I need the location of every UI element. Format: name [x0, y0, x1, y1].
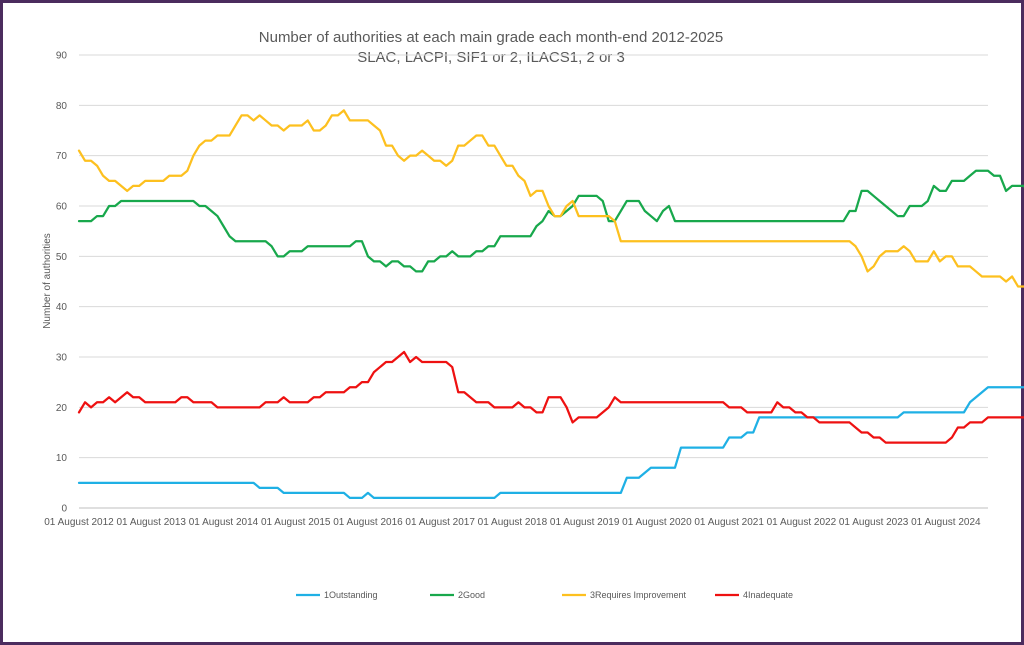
x-tick-label: 01 August 2023 [839, 517, 909, 528]
y-tick-label: 30 [56, 353, 68, 364]
x-tick-label: 01 August 2015 [261, 517, 331, 528]
chart-subtitle: SLAC, LACPI, SIF1 or 2, ILACS1, 2 or 3 [357, 49, 625, 66]
y-tick-label: 60 [56, 202, 68, 213]
y-tick-label: 20 [56, 403, 68, 414]
x-tick-label: 01 August 2013 [116, 517, 186, 528]
y-tick-label: 0 [61, 504, 67, 515]
x-tick-label: 01 August 2018 [478, 517, 548, 528]
y-tick-label: 10 [56, 453, 68, 464]
x-tick-label: 01 August 2024 [911, 517, 981, 528]
x-tick-label: 01 August 2021 [694, 517, 764, 528]
x-tick-label: 01 August 2016 [333, 517, 403, 528]
y-tick-label: 50 [56, 252, 68, 263]
legend-label-4: 4Inadequate [743, 590, 793, 600]
legend-label-2: 2Good [458, 590, 485, 600]
y-axis-ticks: 0 10 20 30 40 50 60 70 80 90 [56, 51, 68, 515]
series-lines [77, 109, 1024, 500]
x-tick-label: 01 August 2014 [189, 517, 259, 528]
y-tick-label: 40 [56, 302, 68, 313]
legend-label-1: 1Outstanding [324, 590, 378, 600]
x-tick-label: 01 August 2020 [622, 517, 692, 528]
gridlines [79, 54, 988, 509]
x-tick-label: 01 August 2019 [550, 517, 620, 528]
y-tick-label: 80 [56, 101, 68, 112]
y-tick-label: 90 [56, 51, 68, 62]
x-axis-ticks: 01 August 2012 01 August 2013 01 August 20… [44, 517, 981, 528]
y-tick-label: 70 [56, 151, 68, 162]
series-line-2 [77, 169, 1024, 273]
y-axis-label: Number of authorities [42, 233, 53, 329]
x-tick-label: 01 August 2017 [405, 517, 475, 528]
legend-label-3: 3Requires Improvement [590, 590, 687, 600]
chart-title: Number of authorities at each main grade… [259, 29, 723, 46]
x-tick-label: 01 August 2012 [44, 517, 114, 528]
series-line-3 [77, 109, 1024, 288]
series-line-4 [77, 350, 1024, 444]
series-line-1 [77, 386, 1024, 500]
x-tick-label: 01 August 2022 [767, 517, 837, 528]
legend: 1Outstanding 2Good 3Requires Improvement 4I… [296, 590, 793, 600]
